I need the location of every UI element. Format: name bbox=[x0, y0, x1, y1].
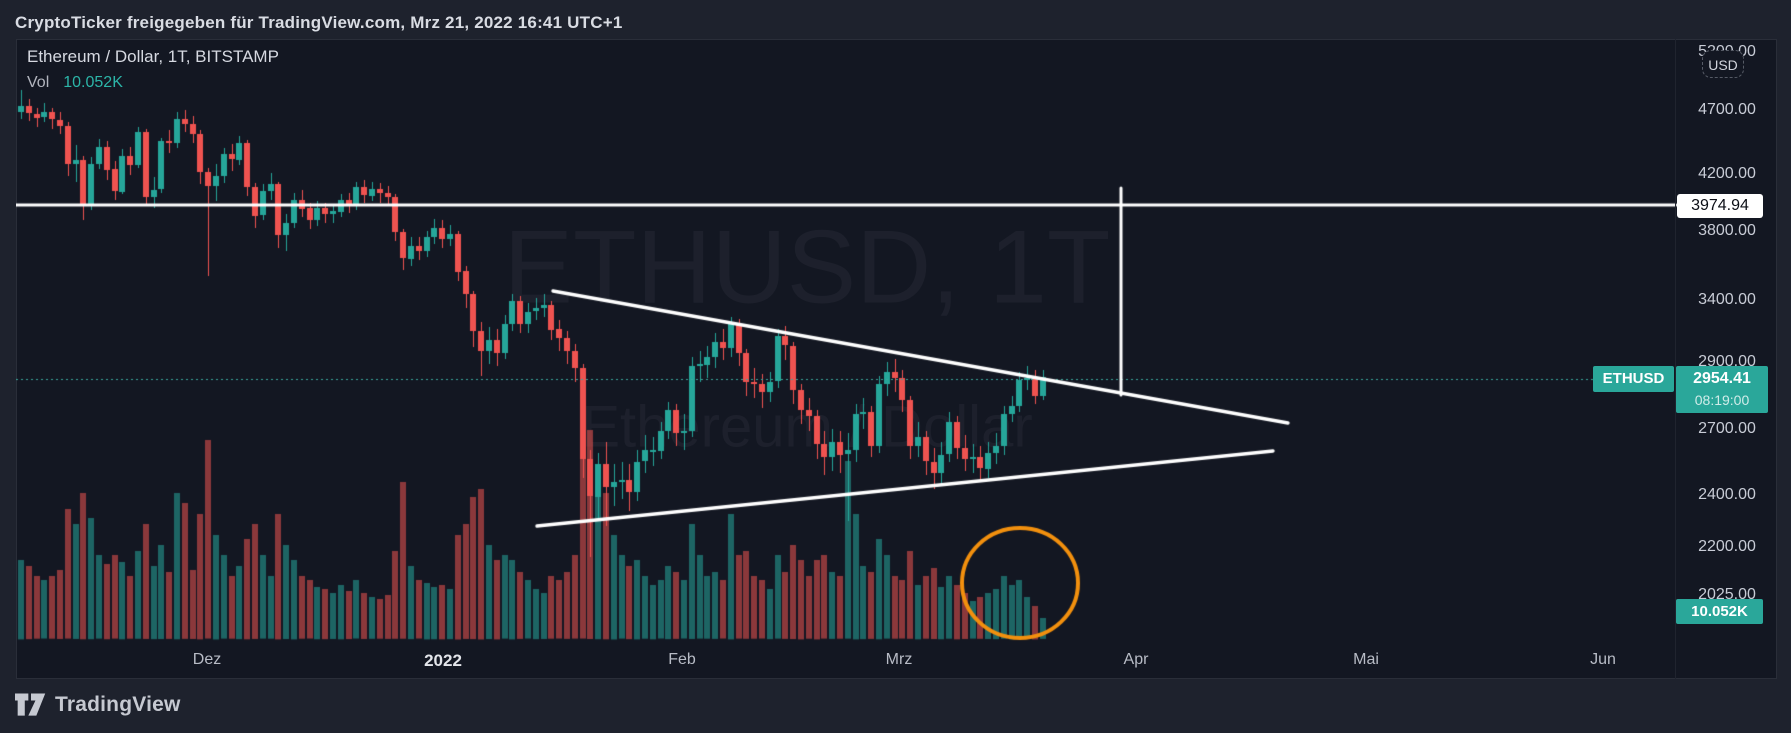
time-axis-label: Mai bbox=[1353, 651, 1379, 668]
footer: TradingView bbox=[15, 692, 181, 718]
last-price-tag: 2954.41 08:19:00 bbox=[1676, 366, 1768, 413]
legend-volume-value: 10.052K bbox=[63, 74, 123, 91]
last-price-symbol-tag: ETHUSD bbox=[1593, 366, 1674, 392]
volume-axis-tag: 10.052K bbox=[1676, 599, 1763, 624]
price-axis-label: 4200.00 bbox=[1698, 165, 1756, 182]
legend-volume-row: Vol 10.052K bbox=[27, 74, 279, 92]
last-price-value: 2954.41 bbox=[1693, 370, 1751, 387]
chart-canvas[interactable] bbox=[16, 39, 1777, 679]
price-axis-label: 2900.00 bbox=[1698, 353, 1756, 370]
price-axis-label: 3800.00 bbox=[1698, 222, 1756, 239]
price-axis-label: 4700.00 bbox=[1698, 101, 1756, 118]
legend-symbol-title[interactable]: Ethereum / Dollar, 1T, BITSTAMP bbox=[27, 47, 279, 66]
price-axis-separator bbox=[1675, 39, 1676, 679]
time-axis-label: Feb bbox=[668, 651, 696, 668]
time-axis-label: Apr bbox=[1123, 651, 1149, 668]
price-axis-label: 2025.00 bbox=[1698, 586, 1756, 603]
price-axis-label: 2400.00 bbox=[1698, 486, 1756, 503]
price-axis-label: 2700.00 bbox=[1698, 420, 1756, 437]
price-axis-label: 2200.00 bbox=[1698, 538, 1756, 555]
horizontal-line-price-tag: 3974.94 bbox=[1677, 194, 1763, 218]
attribution-header: CryptoTicker freigegeben für TradingView… bbox=[15, 13, 623, 32]
time-axis-label: Jun bbox=[1590, 651, 1616, 668]
time-axis-label: 2022 bbox=[424, 651, 462, 670]
currency-unit-button[interactable]: USD bbox=[1702, 50, 1744, 78]
time-axis-label: Dez bbox=[192, 651, 222, 668]
chart-legend[interactable]: Ethereum / Dollar, 1T, BITSTAMP Vol 10.05… bbox=[27, 47, 279, 92]
price-axis-label: 3400.00 bbox=[1698, 291, 1756, 308]
time-axis-label: Mrz bbox=[885, 651, 913, 668]
tradingview-logo-icon[interactable] bbox=[15, 692, 47, 718]
bar-countdown: 08:19:00 bbox=[1694, 392, 1750, 408]
legend-volume-label: Vol bbox=[27, 74, 50, 91]
tradingview-brand-text[interactable]: TradingView bbox=[55, 693, 181, 716]
